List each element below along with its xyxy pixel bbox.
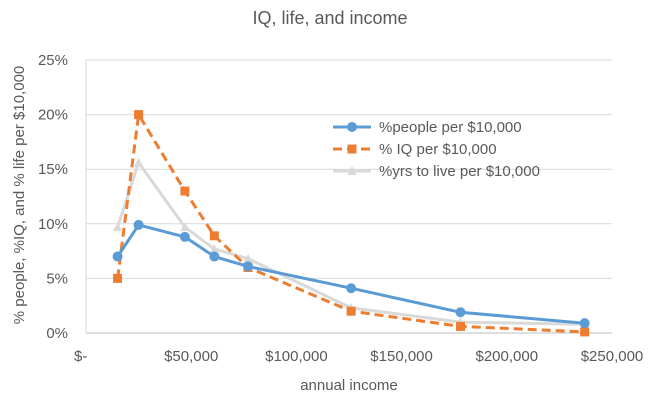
legend-label: %people per $10,000 <box>379 119 522 136</box>
legend-item: % IQ per $10,000 <box>333 141 497 158</box>
data-point-square <box>209 231 219 241</box>
data-point-circle <box>579 318 590 329</box>
y-axis-ticks: 0% 5% 10% 15% 20% 25% <box>38 52 68 342</box>
data-point-circle <box>346 283 357 294</box>
data-point-circle <box>243 261 254 272</box>
legend-label: % IQ per $10,000 <box>379 141 497 158</box>
axis-lines <box>85 60 612 334</box>
data-point-square <box>347 144 357 154</box>
legend-item: %people per $10,000 <box>333 119 522 136</box>
x-tick-label: $50,000 <box>164 348 218 365</box>
data-point-triangle <box>134 157 144 167</box>
data-point-circle <box>209 251 220 262</box>
data-point-circle <box>112 251 123 262</box>
y-tick-label: 0% <box>46 325 68 342</box>
y-tick-label: 5% <box>46 270 68 287</box>
data-point-triangle <box>180 222 190 232</box>
y-tick-label: 20% <box>38 107 68 124</box>
x-axis-label: annual income <box>300 377 398 394</box>
data-point-triangle <box>209 243 219 253</box>
series-line <box>116 161 585 326</box>
x-axis-ticks: $- $50,000 $100,000 $150,000 $200,000 $250,00… <box>74 348 643 365</box>
x-tick-label: $100,000 <box>265 348 328 365</box>
data-point-triangle <box>113 222 123 232</box>
y-axis-label: % people, %IQ, and % life per $10,000 <box>11 66 28 325</box>
data-point-square <box>346 306 356 316</box>
data-point-square <box>180 186 190 196</box>
series-3 <box>113 157 590 329</box>
y-tick-label: 25% <box>38 52 68 69</box>
x-tick-label: $200,000 <box>476 348 539 365</box>
series-1 <box>112 219 590 329</box>
gridlines <box>86 59 612 279</box>
x-tick-label: $250,000 <box>581 348 644 365</box>
y-tick-label: 10% <box>38 216 68 233</box>
legend: %people per $10,000 % IQ per $10,000 %yrs … <box>333 119 540 180</box>
y-tick-label: 15% <box>38 161 68 178</box>
data-point-triangle <box>347 165 357 176</box>
chart-title: IQ, life, and income <box>252 8 407 28</box>
data-point-circle <box>347 122 357 132</box>
data-point-circle <box>179 231 190 242</box>
series-layer <box>112 110 590 337</box>
data-point-circle <box>455 307 466 318</box>
data-point-square <box>134 110 144 120</box>
legend-item: %yrs to live per $10,000 <box>333 163 540 180</box>
data-point-square <box>456 321 466 331</box>
data-point-triangle <box>243 253 253 263</box>
x-tick-label: $- <box>74 348 87 365</box>
data-point-square <box>580 327 590 337</box>
data-point-circle <box>133 219 144 230</box>
x-tick-label: $150,000 <box>370 348 433 365</box>
legend-label: %yrs to live per $10,000 <box>379 163 540 180</box>
series-line <box>116 223 585 325</box>
data-point-square <box>113 273 123 283</box>
